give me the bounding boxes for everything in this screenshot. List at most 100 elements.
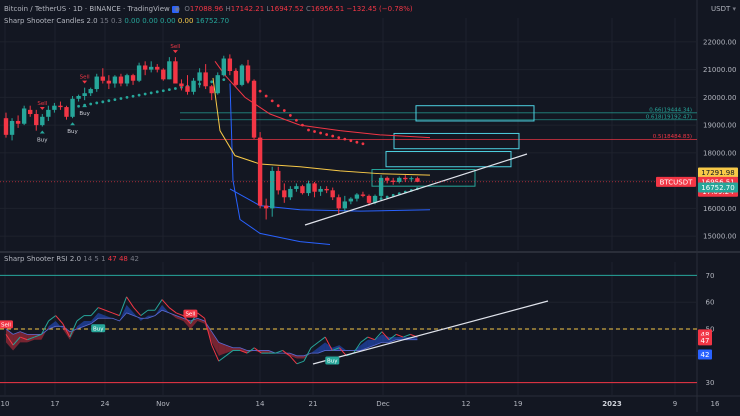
time-tick-label: 12 — [462, 400, 471, 408]
price-label: 16752.70 — [701, 184, 734, 192]
zone-rectangle — [393, 132, 520, 150]
trail-dot — [167, 88, 171, 92]
rsi-sell-label: Sell — [1, 322, 11, 328]
rsi-fill-band — [162, 304, 170, 313]
candle-body — [149, 66, 154, 70]
trail-dot — [331, 134, 335, 138]
candle-body — [40, 116, 45, 126]
rsi-line-segment — [27, 336, 35, 341]
candle-body — [185, 86, 190, 92]
rsi-line-segment — [105, 309, 113, 314]
rsi-line-segment — [374, 331, 383, 341]
rsi-value-box — [698, 335, 712, 346]
rsi-line-segment — [161, 299, 170, 308]
eye-icon[interactable]: ◉ — [173, 5, 181, 13]
candle-body — [270, 170, 275, 209]
rsi-line-segment — [133, 307, 142, 316]
rsi-line-segment — [140, 309, 149, 316]
trail-dot — [313, 130, 316, 133]
indicator-params-candles: 15 0.3 — [99, 17, 123, 25]
price-label-box — [698, 182, 738, 193]
candle-body — [203, 72, 208, 87]
zone-rectangle — [385, 150, 512, 168]
price-label-box — [698, 167, 738, 178]
rsi-fill-band — [211, 331, 219, 356]
trail-dot — [210, 80, 214, 84]
indicator-legend-rsi[interactable]: Sharp Shooter RSI 2.0 14 5 1 47 48 42 — [4, 254, 139, 264]
indicator-name-rsi: Sharp Shooter RSI 2.0 — [4, 255, 82, 263]
rsi-line-segment — [289, 355, 298, 365]
candle-body — [366, 195, 372, 203]
trail-dot — [282, 109, 286, 112]
rsi-line-segment — [12, 336, 21, 346]
candle-body — [130, 75, 136, 81]
rsi-sell-label: Sell — [185, 312, 195, 318]
candle-body — [245, 65, 251, 81]
ema-blue-line — [229, 188, 431, 212]
price-label: 16956.51 — [701, 178, 734, 186]
indicator-visibility-icon — [172, 6, 179, 13]
rsi-line-segment — [388, 333, 397, 341]
price-tick-label: 19000.00 — [703, 122, 736, 130]
close-value: 16956.51 — [310, 5, 345, 13]
candle-body — [233, 71, 239, 85]
candle-body — [409, 178, 414, 180]
rsi-fill-band — [62, 326, 70, 340]
rsi-fill-band — [84, 320, 92, 327]
rsi-fill-band — [318, 342, 326, 354]
rsi-fill-band — [303, 353, 312, 359]
sell-signal-label: Sell — [80, 75, 90, 81]
rsi-tick-label: 60 — [706, 299, 715, 307]
rsi-fill-band — [154, 304, 163, 316]
indicator-params-rsi: 14 5 1 — [83, 255, 106, 263]
candle-body — [34, 114, 39, 126]
rsi-buy-badge — [91, 324, 106, 333]
candle-body — [239, 65, 245, 85]
currency-selector[interactable]: USDT ▾ — [711, 4, 736, 14]
rsi-fill-band — [332, 345, 340, 351]
zone-rectangle — [371, 169, 476, 187]
rsi-value-box — [698, 349, 712, 360]
rsi-fill-band — [289, 353, 297, 359]
rsi-line-segment — [246, 347, 255, 354]
candle-body — [251, 80, 257, 138]
candle-body — [197, 72, 202, 81]
rsi-fill-band — [225, 345, 233, 354]
candle-body — [64, 107, 69, 117]
indicator-legend-candles[interactable]: Sharp Shooter Candles 2.0 15 0.3 0.00 0.… — [4, 16, 229, 26]
rsi-fill-band — [240, 347, 248, 354]
indicator-value: 47 — [107, 255, 117, 263]
candle-body — [257, 137, 263, 206]
time-tick-label: 17 — [51, 400, 60, 408]
buy-arrow-icon — [70, 122, 76, 126]
candle-body — [215, 75, 220, 94]
indicator-value: 42 — [130, 255, 140, 263]
candle-body — [21, 108, 27, 124]
candle-body — [342, 201, 347, 209]
rsi-line-segment — [20, 336, 28, 341]
time-tick-label: 10 — [1, 400, 10, 408]
candle-body — [318, 188, 323, 192]
rsi-fill-band — [20, 331, 28, 343]
rsi-slow-line — [5, 309, 418, 357]
rsi-fill-band — [360, 339, 368, 351]
low-value: 16947.52 — [270, 5, 304, 13]
candle-body — [378, 177, 384, 196]
candle-body — [142, 65, 148, 70]
close-label: C — [305, 5, 311, 13]
candle-body — [372, 195, 378, 203]
rsi-line-segment — [5, 334, 14, 346]
candle-body — [82, 93, 87, 96]
candle-body — [336, 197, 341, 209]
rsi-fill-band — [176, 315, 184, 321]
candle-body — [167, 61, 172, 80]
candle-body — [112, 76, 118, 84]
candle-body — [209, 86, 214, 94]
rsi-line-segment — [119, 296, 128, 316]
rsi-line-segment — [211, 344, 220, 362]
rsi-line-segment — [367, 336, 376, 341]
symbol-title[interactable]: Bitcoin / TetherUS · 1D · BINANCE · Trad… — [4, 5, 170, 13]
high-label: H — [225, 5, 231, 13]
